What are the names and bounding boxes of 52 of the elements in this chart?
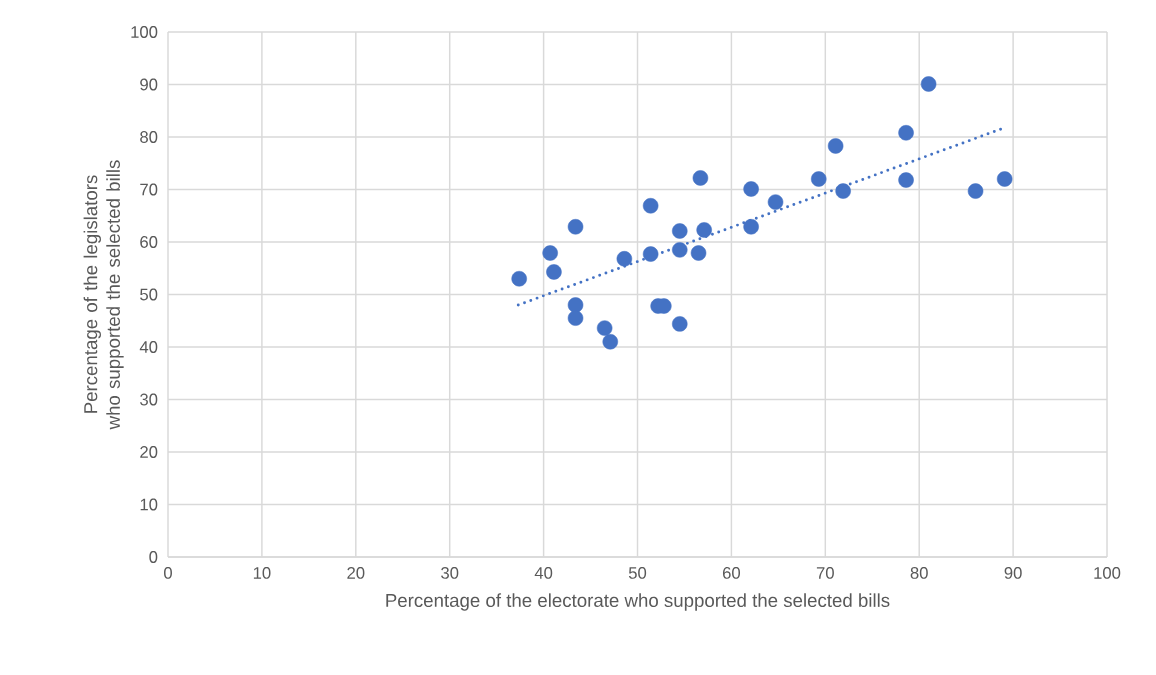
- x-tick-label: 50: [628, 567, 647, 579]
- x-tick-label: 80: [910, 567, 928, 579]
- point: [898, 172, 914, 188]
- point: [567, 310, 584, 326]
- point: [511, 271, 527, 287]
- point: [642, 246, 659, 262]
- point: [596, 320, 613, 336]
- y-tick-label: 80: [140, 131, 158, 143]
- y-tick-label: 40: [139, 341, 158, 353]
- point: [767, 194, 784, 210]
- point: [696, 222, 712, 238]
- x-tick-label: 100: [1094, 567, 1121, 579]
- point: [567, 219, 584, 235]
- x-axis-title: Percentage of the electorate who supported the selected bills: [386, 593, 890, 611]
- x-tick-label: 30: [441, 567, 459, 579]
- point: [835, 183, 851, 199]
- y-axis-title: Percentage of the legislators who supported the selected bills: [83, 160, 124, 430]
- point: [546, 264, 562, 280]
- point: [996, 171, 1013, 187]
- y-tick-label: 60: [140, 236, 158, 248]
- point: [811, 171, 827, 187]
- point: [567, 297, 584, 313]
- y-tick-label: 20: [140, 446, 158, 458]
- point: [672, 223, 688, 239]
- x-tick-label: 60: [722, 567, 741, 579]
- y-tick-label: 30: [140, 393, 158, 406]
- point: [920, 76, 937, 92]
- y-tick-label: 90: [140, 78, 158, 91]
- y-tick-label: 10: [140, 498, 158, 511]
- x-tick-label: 90: [1004, 567, 1022, 579]
- point: [672, 242, 688, 258]
- x-tick-label: 70: [816, 567, 834, 579]
- point: [602, 334, 619, 350]
- x-tick-label: 10: [253, 567, 271, 579]
- point: [542, 245, 558, 261]
- x-tick-label: 40: [534, 567, 553, 579]
- point: [690, 245, 707, 261]
- x-tick-label: 0: [164, 567, 172, 579]
- point: [692, 170, 709, 186]
- point: [616, 251, 633, 267]
- point: [743, 181, 759, 197]
- point: [672, 316, 688, 332]
- x-tick-label: 20: [347, 567, 365, 579]
- point: [642, 198, 659, 214]
- point: [743, 219, 759, 235]
- y-tick-label: 100: [131, 26, 158, 38]
- point: [898, 125, 914, 141]
- y-tick-label: 70: [140, 183, 158, 196]
- y-tick-label: 50: [140, 288, 158, 301]
- point: [827, 138, 844, 154]
- y-tick-label: 0: [149, 551, 158, 563]
- point: [967, 183, 984, 199]
